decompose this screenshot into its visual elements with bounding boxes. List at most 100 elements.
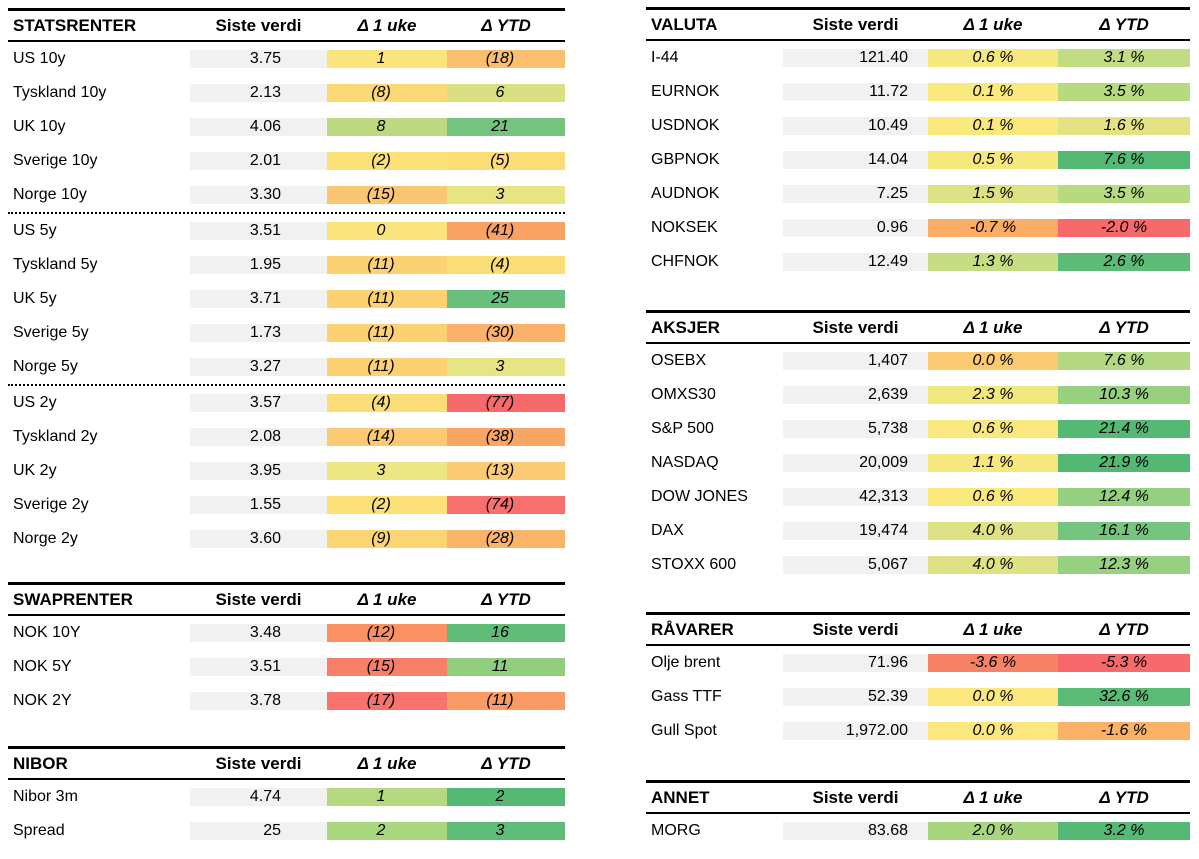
week-change-cell: 0.0 %	[928, 722, 1058, 740]
last-value-cell: 11.72	[783, 83, 928, 101]
ytd-change-cell: (5)	[447, 152, 565, 170]
instrument-name: NOK 10Y	[13, 624, 81, 641]
table-body: NOK 10Y 3.48 (12) 16 NOK 5Y 3.51 (15) 11 NOK 2Y 3…	[8, 616, 565, 718]
ytd-change-cell: 21.4 %	[1058, 420, 1190, 438]
table-swaprenter: SWAPRENTER Siste verdi Δ 1 uke Δ YTD NOK…	[8, 582, 565, 718]
instrument-name: Tyskland 10y	[13, 84, 107, 101]
instrument-name: EURNOK	[651, 83, 720, 100]
instrument-name: USDNOK	[651, 117, 720, 134]
ytd-change-cell: 10.3 %	[1058, 386, 1190, 404]
last-value-cell: 12.49	[783, 253, 928, 271]
week-change-cell: 4.0 %	[928, 522, 1058, 540]
table-header-row: SWAPRENTER Siste verdi Δ 1 uke Δ YTD	[8, 585, 565, 616]
week-change-cell: (12)	[327, 624, 447, 642]
table-aksjer: AKSJER Siste verdi Δ 1 uke Δ YTD OSEBX 1,…	[646, 310, 1190, 582]
table-row: Gass TTF 52.39 0.0 % 32.6 %	[646, 680, 1190, 714]
table-row: Olje brent 71.96 -3.6 % -5.3 %	[646, 646, 1190, 680]
last-value-cell: 83.68	[783, 822, 928, 840]
instrument-name: STOXX 600	[651, 556, 737, 573]
week-change-cell: (17)	[327, 692, 447, 710]
week-change-cell: 2.3 %	[928, 386, 1058, 404]
last-value-cell: 20,009	[783, 454, 928, 472]
ytd-change-cell: (77)	[447, 394, 565, 412]
table-row: NASDAQ 20,009 1.1 % 21.9 %	[646, 446, 1190, 480]
week-change-cell: (11)	[327, 358, 447, 376]
table-row: Tyskland 10y 2.13 (8) 6	[8, 76, 565, 110]
ytd-change-cell: 3.1 %	[1058, 49, 1190, 67]
last-value-cell: 3.57	[190, 394, 327, 412]
ytd-change-cell: 16.1 %	[1058, 522, 1190, 540]
table-raavarer: RÅVARER Siste verdi Δ 1 uke Δ YTD Olje b…	[646, 612, 1190, 748]
instrument-name: Norge 5y	[13, 358, 78, 375]
table-row: Sverige 2y 1.55 (2) (74)	[8, 488, 565, 522]
last-value-cell: 4.06	[190, 118, 327, 136]
instrument-name: OSEBX	[651, 352, 707, 369]
ytd-change-cell: 16	[447, 624, 565, 642]
week-change-cell: 1.1 %	[928, 454, 1058, 472]
instrument-name: AUDNOK	[651, 185, 720, 202]
week-change-cell: 8	[327, 118, 447, 136]
column-header-week-change: Δ 1 uke	[963, 787, 1023, 807]
column-header-ytd-change: Δ YTD	[1099, 619, 1149, 639]
week-change-cell: -3.6 %	[928, 654, 1058, 672]
last-value-cell: 1,407	[783, 352, 928, 370]
column-header-last-value: Siste verdi	[812, 619, 899, 639]
column-header-ytd-change: Δ YTD	[481, 15, 531, 35]
instrument-name: Gull Spot	[651, 722, 717, 739]
week-change-cell: (11)	[327, 256, 447, 274]
week-change-cell: (15)	[327, 186, 447, 204]
last-value-cell: 2,639	[783, 386, 928, 404]
ytd-change-cell: 12.4 %	[1058, 488, 1190, 506]
last-value-cell: 5,738	[783, 420, 928, 438]
instrument-name: NOK 5Y	[13, 658, 72, 675]
table-row: I-44 121.40 0.6 % 3.1 %	[646, 41, 1190, 75]
table-body: Nibor 3m 4.74 1 2 Spread 25 2 3	[8, 780, 565, 848]
week-change-cell: 0.6 %	[928, 488, 1058, 506]
column-header-last-value: Siste verdi	[215, 589, 302, 609]
week-change-cell: 3	[327, 462, 447, 480]
week-change-cell: (2)	[327, 496, 447, 514]
ytd-change-cell: -1.6 %	[1058, 722, 1190, 740]
table-row: UK 2y 3.95 3 (13)	[8, 454, 565, 488]
column-header-ytd-change: Δ YTD	[1099, 317, 1149, 337]
week-change-cell: (14)	[327, 428, 447, 446]
ytd-change-cell: 11	[447, 658, 565, 676]
column-header-week-change: Δ 1 uke	[963, 14, 1023, 34]
instrument-name: Olje brent	[651, 654, 721, 671]
table-body: Olje brent 71.96 -3.6 % -5.3 % Gass TTF 52.39…	[646, 646, 1190, 748]
last-value-cell: 10.49	[783, 117, 928, 135]
column-header-last-value: Siste verdi	[812, 787, 899, 807]
last-value-cell: 3.30	[190, 186, 327, 204]
ytd-change-cell: (28)	[447, 530, 565, 548]
ytd-change-cell: 21	[447, 118, 565, 136]
column-header-last-value: Siste verdi	[812, 14, 899, 34]
ytd-change-cell: (13)	[447, 462, 565, 480]
column-header-last-value: Siste verdi	[812, 317, 899, 337]
column-header-week-change: Δ 1 uke	[357, 589, 417, 609]
column-header-ytd-change: Δ YTD	[1099, 787, 1149, 807]
instrument-name: DAX	[651, 522, 684, 539]
column-header-last-value: Siste verdi	[215, 753, 302, 773]
table-row: US 10y 3.75 1 (18)	[8, 42, 565, 76]
last-value-cell: 3.71	[190, 290, 327, 308]
week-change-cell: 2.0 %	[928, 822, 1058, 840]
last-value-cell: 25	[190, 822, 327, 840]
last-value-cell: 5,067	[783, 556, 928, 574]
table-header-row: ANNET Siste verdi Δ 1 uke Δ YTD	[646, 783, 1190, 814]
last-value-cell: 0.96	[783, 219, 928, 237]
table-row: UK 10y 4.06 8 21	[8, 110, 565, 144]
table-row: OSEBX 1,407 0.0 % 7.6 %	[646, 344, 1190, 378]
last-value-cell: 3.27	[190, 358, 327, 376]
column-header-week-change: Δ 1 uke	[963, 317, 1023, 337]
week-change-cell: 2	[327, 822, 447, 840]
last-value-cell: 2.13	[190, 84, 327, 102]
ytd-change-cell: 3.5 %	[1058, 185, 1190, 203]
instrument-name: Sverige 5y	[13, 324, 89, 341]
column-header-last-value: Siste verdi	[215, 15, 302, 35]
ytd-change-cell: (4)	[447, 256, 565, 274]
week-change-cell: (4)	[327, 394, 447, 412]
week-change-cell: 0.1 %	[928, 117, 1058, 135]
last-value-cell: 121.40	[783, 49, 928, 67]
table-row: DOW JONES 42,313 0.6 % 12.4 %	[646, 480, 1190, 514]
table-row: UK 5y 3.71 (11) 25	[8, 282, 565, 316]
